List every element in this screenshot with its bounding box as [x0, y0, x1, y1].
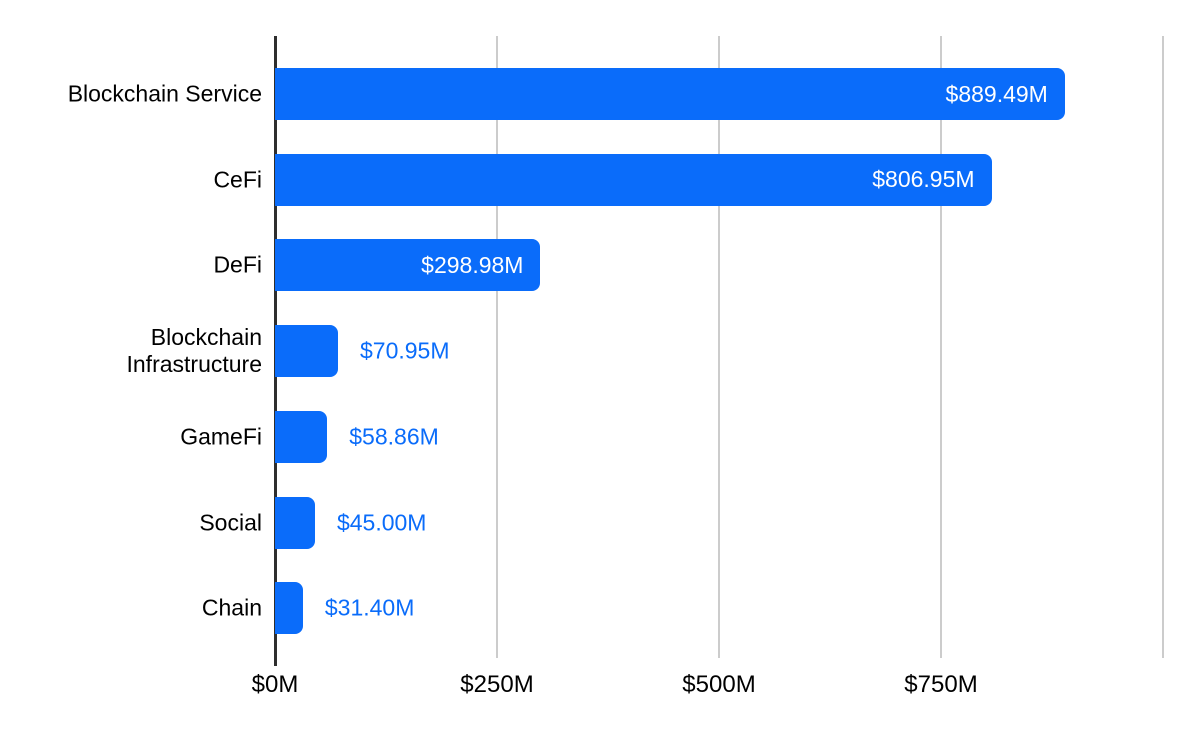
x-tick-label-0m: $0M: [251, 671, 299, 698]
bar-defi: $298.98M: [275, 239, 541, 292]
bar-value-label: $806.95M: [872, 166, 975, 193]
bar-value-label: $298.98M: [421, 251, 524, 278]
x-tick-label-250m: $250M: [460, 671, 534, 698]
category-label-chain: Chain: [201, 594, 262, 621]
gridline-1000m: [1162, 36, 1164, 658]
bar-value-label: $70.95M: [360, 337, 450, 364]
category-label-social: Social: [199, 509, 262, 535]
bar-value-label: $889.49M: [945, 80, 1048, 107]
bar-chain: [275, 582, 303, 635]
bar-value-label: $31.40M: [324, 594, 415, 621]
category-label-blockchain-service: Blockchain Service: [67, 80, 262, 107]
bar-social: [275, 496, 315, 549]
bar-cefi: $806.95M: [275, 153, 992, 206]
gridline-750m: [940, 36, 942, 658]
bar-value-label: $45.00M: [336, 509, 427, 535]
bar-value-label: $58.86M: [349, 423, 439, 450]
category-label-gamefi: GameFi: [180, 423, 262, 450]
category-label-cefi: CeFi: [213, 166, 262, 193]
gridline-250m: [496, 36, 498, 658]
category-label-defi: DeFi: [213, 251, 262, 278]
category-label-blockchain-infrastructure: Blockchain Infrastructure: [126, 324, 263, 378]
bar-gamefi: [275, 410, 328, 463]
gridline-500m: [718, 36, 720, 658]
x-tick-label-750m: $750M: [904, 671, 978, 698]
bar-blockchain-service: $889.49M: [275, 68, 1065, 120]
x-tick-label-500m: $500M: [682, 671, 756, 698]
bar-blockchain-infrastructure: [275, 325, 338, 378]
